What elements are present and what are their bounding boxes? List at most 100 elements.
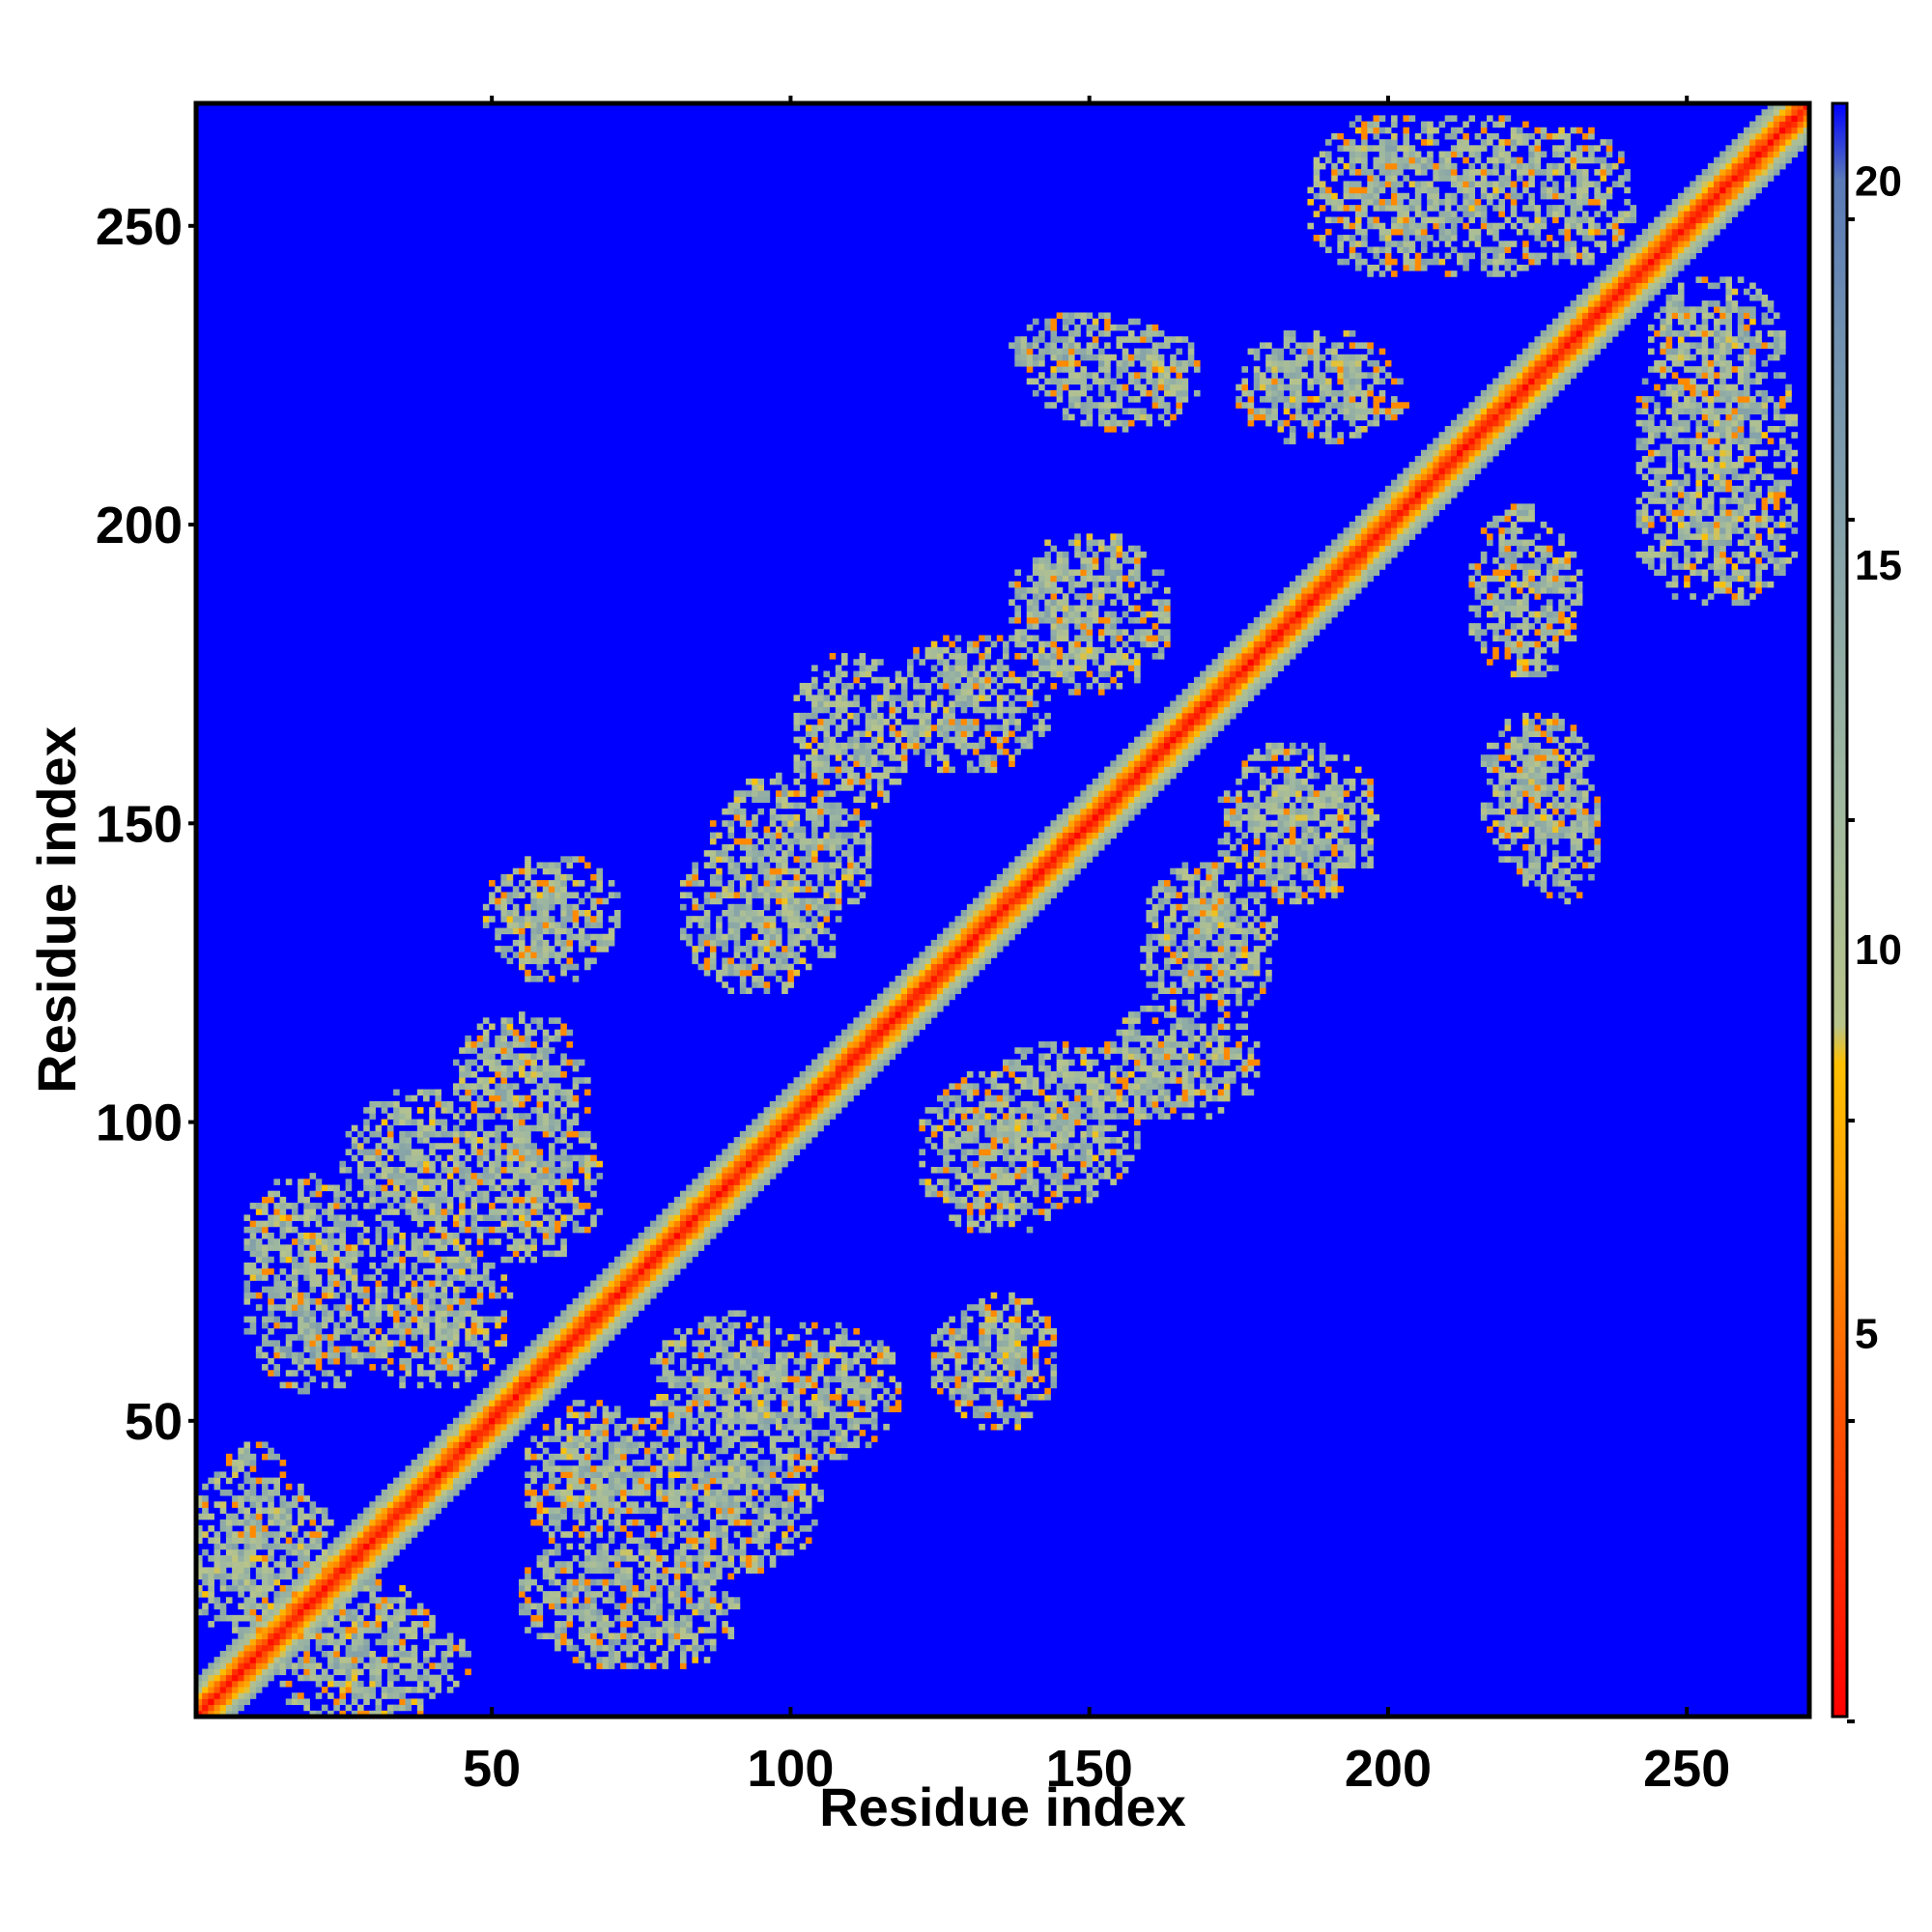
heatmap-cell (709, 1226, 717, 1234)
heatmap-cell (309, 1262, 317, 1269)
heatmap-cell (680, 1196, 687, 1204)
heatmap-cell (446, 1100, 454, 1108)
heatmap-cell (530, 939, 537, 947)
heatmap-cell (506, 927, 514, 935)
heatmap-cell (446, 1441, 454, 1449)
heatmap-cell (369, 1555, 376, 1562)
heatmap-cell (530, 1154, 537, 1162)
heatmap-cell (440, 1280, 448, 1288)
heatmap-cell (357, 1633, 364, 1639)
heatmap-cell (470, 1184, 478, 1192)
heatmap-cell (578, 1400, 585, 1406)
heatmap-cell (680, 1621, 687, 1628)
heatmap-cell (208, 1674, 214, 1682)
heatmap-cell (315, 1304, 323, 1311)
heatmap-cell (489, 1238, 496, 1245)
heatmap-cell (196, 1555, 203, 1562)
heatmap-cell (238, 1674, 244, 1682)
heatmap-cell (327, 1567, 334, 1574)
heatmap-cell (369, 1346, 376, 1353)
heatmap-cell (632, 1417, 639, 1425)
heatmap-cell (238, 1573, 244, 1580)
heatmap-cell (333, 1376, 340, 1383)
heatmap-cell (386, 1137, 394, 1144)
heatmap-cell (495, 1154, 501, 1162)
heatmap-cell (548, 922, 555, 928)
heatmap-cell (452, 1417, 460, 1425)
heatmap-cell (613, 1280, 621, 1288)
heatmap-cell (739, 1149, 747, 1155)
heatmap-cell (369, 1525, 376, 1532)
heatmap-cell (703, 862, 711, 869)
heatmap-cell (739, 963, 747, 971)
heatmap-cell (703, 1614, 711, 1622)
heatmap-cell (232, 1501, 239, 1508)
heatmap-cell (608, 1591, 615, 1598)
heatmap-cell (530, 1190, 537, 1198)
heatmap-cell (411, 1268, 418, 1275)
heatmap-cell (482, 1143, 490, 1150)
heatmap-cell (268, 1292, 274, 1299)
heatmap-cell (243, 1507, 251, 1515)
heatmap-cell (279, 1471, 287, 1478)
heatmap-cell (375, 1507, 383, 1515)
heatmap-cell (375, 1316, 383, 1323)
heatmap-cell (578, 1304, 585, 1311)
heatmap-cell (746, 987, 753, 994)
heatmap-cell (470, 1460, 478, 1466)
heatmap-cell (262, 1244, 269, 1251)
heatmap-cell (560, 1501, 567, 1508)
heatmap-cell (613, 1638, 621, 1646)
heatmap-cell (232, 1548, 239, 1556)
heatmap-cell (697, 1381, 705, 1389)
heatmap-cell (500, 1041, 508, 1048)
heatmap-cell (309, 1543, 317, 1550)
heatmap-cell (268, 1644, 274, 1652)
heatmap-cell (668, 1531, 675, 1538)
heatmap-cell (423, 1137, 430, 1144)
heatmap-cell (446, 1430, 454, 1436)
heatmap-cell (452, 1256, 460, 1264)
heatmap-cell (632, 1471, 639, 1478)
heatmap-cell (716, 1190, 723, 1198)
heatmap-cell (566, 1406, 574, 1412)
heatmap-cell (309, 1310, 317, 1317)
heatmap-cell (626, 1471, 633, 1478)
heatmap-cell (703, 1471, 711, 1478)
heatmap-cell (309, 1346, 317, 1353)
heatmap-cell (429, 1119, 436, 1126)
heatmap-cell (662, 1627, 669, 1634)
heatmap-cell (279, 1250, 287, 1258)
heatmap-cell (446, 1196, 454, 1204)
heatmap-cell (375, 1561, 383, 1568)
heatmap-cell (381, 1286, 388, 1293)
heatmap-cell (351, 1638, 358, 1646)
heatmap-cell (542, 1327, 550, 1335)
heatmap-cell (196, 1680, 203, 1688)
heatmap-cell (566, 1376, 574, 1383)
heatmap-cell (548, 1370, 555, 1377)
heatmap-cell (703, 850, 711, 857)
heatmap-cell (626, 1262, 633, 1269)
heatmap-cell (620, 1603, 627, 1610)
heatmap-cell (722, 1387, 728, 1395)
heatmap-cell (440, 1256, 448, 1264)
heatmap-cell (386, 1113, 394, 1120)
heatmap-cell (566, 916, 574, 923)
heatmap-cell (578, 1603, 585, 1610)
heatmap-cell (279, 1603, 287, 1610)
heatmap-cell (303, 1650, 310, 1658)
heatmap-cell (459, 1149, 466, 1155)
heatmap-cell (411, 1351, 418, 1359)
heatmap-cell (662, 1226, 669, 1234)
heatmap-cell (351, 1519, 358, 1526)
heatmap-cell (351, 1614, 358, 1622)
heatmap-cell (315, 1346, 323, 1353)
heatmap-cell (321, 1591, 328, 1598)
heatmap-cell (716, 1203, 723, 1209)
heatmap-cell (375, 1543, 383, 1550)
heatmap-cell (423, 1501, 430, 1508)
heatmap-cell (662, 1400, 669, 1406)
heatmap-cell (399, 1519, 406, 1526)
heatmap-cell (273, 1340, 280, 1347)
